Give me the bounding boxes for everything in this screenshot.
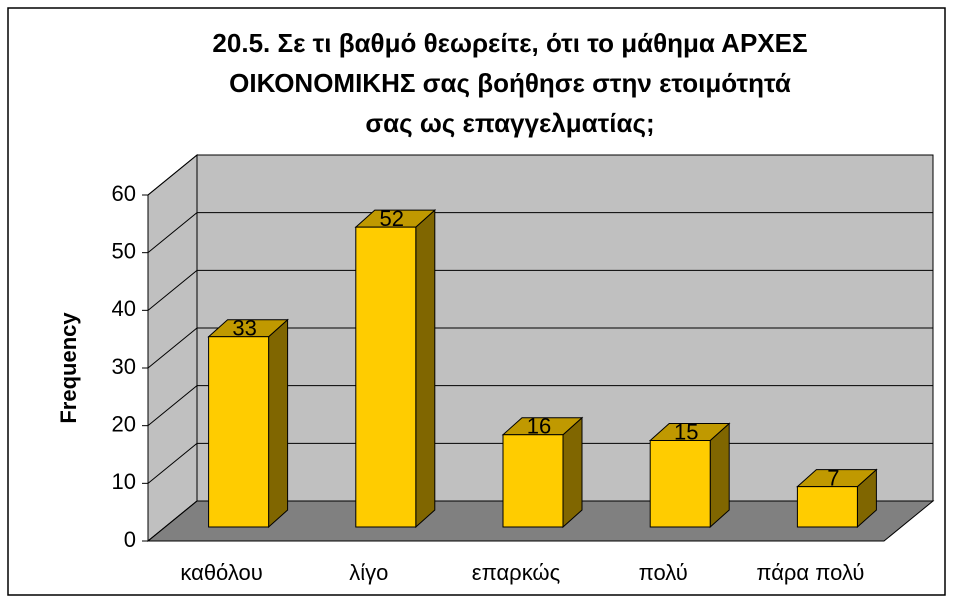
y-tick-label: 50 [112, 238, 136, 263]
bar-side [562, 416, 583, 529]
value-label: 7 [827, 465, 839, 490]
y-tick-label: 0 [124, 527, 136, 552]
bar-side [709, 422, 730, 529]
bar [649, 440, 711, 528]
bar [502, 434, 564, 528]
chart-title: σας ως επαγγελματίας; [365, 108, 654, 138]
x-tick-label: καθόλου [180, 560, 262, 585]
value-label: 16 [527, 414, 551, 439]
bar [796, 486, 858, 528]
grid-line [147, 269, 933, 311]
y-tick-label: 30 [112, 354, 136, 379]
bar-side [268, 318, 289, 529]
value-label: 33 [232, 316, 256, 341]
bar [208, 336, 270, 528]
chart-title: ΟΙΚΟΝΟΜΙΚΗΣ σας βοήθησε στην ετοιμότητά [229, 68, 791, 98]
x-tick-label: επαρκώς [472, 560, 560, 585]
grid-line [147, 154, 933, 196]
bar-side [415, 209, 436, 529]
y-tick-label: 40 [112, 296, 136, 321]
value-label: 52 [380, 206, 404, 231]
value-label: 15 [674, 419, 698, 444]
grid-line [147, 212, 933, 254]
x-tick-label: λίγο [349, 560, 388, 585]
x-tick-label: πολύ [639, 560, 688, 585]
y-tick-label: 10 [112, 469, 136, 494]
y-tick-label: 20 [112, 411, 136, 436]
grid-line [147, 385, 933, 427]
x-tick-label: πάρα πολύ [756, 560, 864, 585]
bar [355, 226, 417, 528]
y-axis-label: Frequency [56, 312, 81, 424]
grid-line [147, 327, 933, 369]
chart-title: 20.5. Σε τι βαθμό θεωρείτε, ότι το μάθημ… [212, 28, 807, 58]
y-tick-label: 60 [112, 181, 136, 206]
